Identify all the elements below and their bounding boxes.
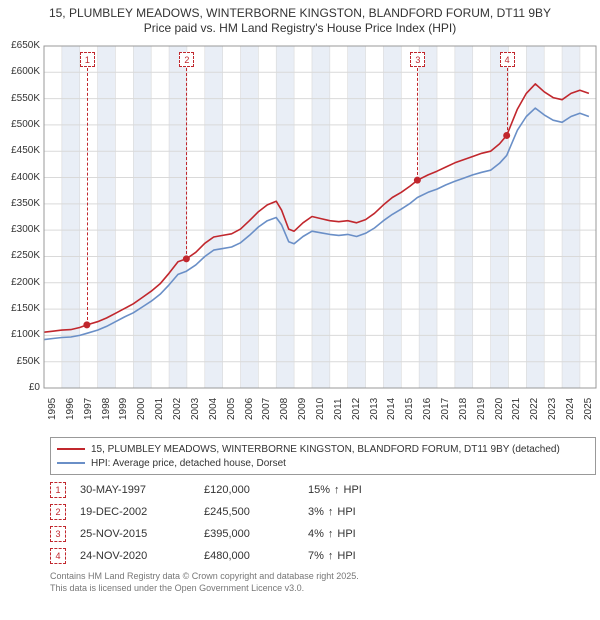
y-axis-label: £100K: [2, 329, 40, 340]
x-axis-label: 2005: [226, 398, 237, 420]
table-row: 2 19-DEC-2002 £245,500 3%↑HPI: [50, 501, 592, 523]
price-chart: £0 £50K £100K £150K £200K £250K £300K £350K £400…: [0, 38, 600, 433]
x-axis-label: 2018: [458, 398, 469, 420]
x-axis-label: 2016: [422, 398, 433, 420]
row-marker: 4: [50, 548, 66, 564]
event-marker: 3: [410, 52, 425, 67]
table-row: 1 30-MAY-1997 £120,000 15%↑HPI: [50, 479, 592, 501]
row-date: 30-MAY-1997: [80, 484, 190, 496]
event-marker: 2: [179, 52, 194, 67]
x-axis-label: 2011: [333, 398, 344, 420]
arrow-up-icon: ↑: [328, 506, 334, 518]
row-price: £120,000: [204, 484, 294, 496]
x-axis-label: 2002: [172, 398, 183, 420]
x-axis-label: 2022: [529, 398, 540, 420]
x-axis-label: 2025: [583, 398, 594, 420]
event-line: [417, 68, 418, 180]
x-axis-label: 2004: [208, 398, 219, 420]
footer-line1: Contains HM Land Registry data © Crown c…: [50, 571, 592, 583]
row-marker: 3: [50, 526, 66, 542]
y-axis-label: £300K: [2, 224, 40, 235]
legend-swatch-series2: [57, 462, 85, 464]
y-axis-label: £0: [2, 382, 40, 393]
x-axis-label: 2009: [297, 398, 308, 420]
row-date: 25-NOV-2015: [80, 528, 190, 540]
legend-row-series2: HPI: Average price, detached house, Dors…: [57, 456, 589, 470]
y-axis-label: £50K: [2, 356, 40, 367]
y-axis-label: £600K: [2, 66, 40, 77]
event-line: [87, 68, 88, 325]
x-axis-label: 2010: [315, 398, 326, 420]
arrow-up-icon: ↑: [334, 484, 340, 496]
y-axis-label: £400K: [2, 172, 40, 183]
row-marker: 1: [50, 482, 66, 498]
x-axis-label: 2023: [547, 398, 558, 420]
y-axis-label: £150K: [2, 303, 40, 314]
x-axis-label: 1999: [118, 398, 129, 420]
x-axis-label: 1998: [101, 398, 112, 420]
footer-text: Contains HM Land Registry data © Crown c…: [50, 571, 592, 594]
y-axis-label: £650K: [2, 40, 40, 51]
row-marker: 2: [50, 504, 66, 520]
legend-swatch-series1: [57, 448, 85, 450]
row-date: 24-NOV-2020: [80, 550, 190, 562]
x-axis-label: 2019: [476, 398, 487, 420]
table-row: 3 25-NOV-2015 £395,000 4%↑HPI: [50, 523, 592, 545]
legend-row-series1: 15, PLUMBLEY MEADOWS, WINTERBORNE KINGST…: [57, 442, 589, 456]
legend: 15, PLUMBLEY MEADOWS, WINTERBORNE KINGST…: [50, 437, 596, 475]
y-axis-label: £250K: [2, 250, 40, 261]
row-price: £245,500: [204, 506, 294, 518]
x-axis-label: 2017: [440, 398, 451, 420]
event-marker: 1: [80, 52, 95, 67]
event-marker: 4: [500, 52, 515, 67]
y-axis-label: £500K: [2, 119, 40, 130]
footer-line2: This data is licensed under the Open Gov…: [50, 583, 592, 595]
x-axis-label: 2013: [369, 398, 380, 420]
x-axis-label: 1995: [47, 398, 58, 420]
row-delta: 15%↑HPI: [308, 484, 408, 496]
row-price: £480,000: [204, 550, 294, 562]
table-row: 4 24-NOV-2020 £480,000 7%↑HPI: [50, 545, 592, 567]
title-line1: 15, PLUMBLEY MEADOWS, WINTERBORNE KINGST…: [4, 6, 596, 21]
x-axis-label: 2008: [279, 398, 290, 420]
x-axis-label: 2012: [351, 398, 362, 420]
y-axis-label: £200K: [2, 277, 40, 288]
x-axis-label: 2003: [190, 398, 201, 420]
chart-svg: [0, 38, 600, 433]
row-delta: 3%↑HPI: [308, 506, 408, 518]
event-line: [507, 68, 508, 135]
x-axis-label: 1996: [65, 398, 76, 420]
legend-label-series1: 15, PLUMBLEY MEADOWS, WINTERBORNE KINGST…: [91, 444, 560, 455]
legend-label-series2: HPI: Average price, detached house, Dors…: [91, 458, 286, 469]
event-line: [186, 68, 187, 259]
row-price: £395,000: [204, 528, 294, 540]
x-axis-label: 1997: [83, 398, 94, 420]
y-axis-label: £450K: [2, 145, 40, 156]
x-axis-label: 2021: [511, 398, 522, 420]
arrow-up-icon: ↑: [328, 550, 334, 562]
x-axis-label: 2024: [565, 398, 576, 420]
y-axis-label: £350K: [2, 198, 40, 209]
x-axis-label: 2006: [244, 398, 255, 420]
x-axis-label: 2000: [136, 398, 147, 420]
arrow-up-icon: ↑: [328, 528, 334, 540]
chart-title: 15, PLUMBLEY MEADOWS, WINTERBORNE KINGST…: [0, 0, 600, 38]
title-line2: Price paid vs. HM Land Registry's House …: [4, 21, 596, 36]
y-axis-label: £550K: [2, 93, 40, 104]
row-date: 19-DEC-2002: [80, 506, 190, 518]
x-axis-label: 2015: [404, 398, 415, 420]
transaction-table: 1 30-MAY-1997 £120,000 15%↑HPI 2 19-DEC-2002 £…: [50, 479, 592, 567]
row-delta: 7%↑HPI: [308, 550, 408, 562]
x-axis-label: 2007: [261, 398, 272, 420]
x-axis-label: 2020: [494, 398, 505, 420]
x-axis-label: 2014: [386, 398, 397, 420]
row-delta: 4%↑HPI: [308, 528, 408, 540]
x-axis-label: 2001: [154, 398, 165, 420]
